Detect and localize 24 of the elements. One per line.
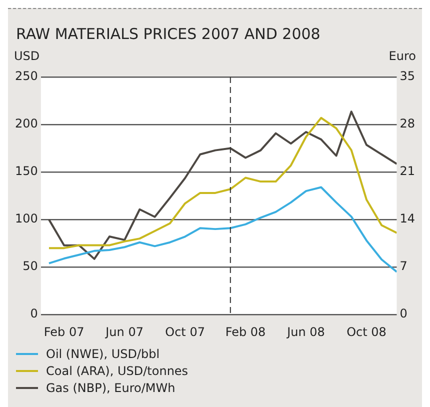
y-tick-label: 50: [22, 259, 38, 274]
y-tick-label: 200: [15, 116, 38, 131]
y-tick-label: 100: [15, 212, 38, 226]
x-tick-label: Oct 07: [165, 324, 205, 339]
legend-label: Gas (NBP), Euro/MWh: [46, 380, 176, 394]
y2-tick-label: 7: [400, 259, 408, 274]
y2-tick-label: 14: [400, 212, 416, 226]
legend-label: Oil (NWE), USD/bbl: [46, 346, 160, 360]
y2-axis-title: Euro: [388, 49, 416, 64]
y2-tick-label: 28: [400, 116, 416, 131]
y-axis-title: USD: [14, 49, 40, 64]
legend-label: Coal (ARA), USD/tonnes: [46, 364, 188, 378]
y2-tick-label: 0: [400, 306, 408, 321]
x-tick-label: Oct 08: [346, 324, 386, 339]
x-tick-label: Jun 08: [286, 324, 325, 339]
y-tick-label: 0: [30, 306, 38, 321]
x-tick-label: Jun 07: [104, 324, 144, 339]
y2-tick-label: 35: [400, 69, 416, 84]
x-tick-label: Feb 07: [44, 324, 84, 339]
chart-title: RAW MATERIALS PRICES 2007 AND 2008: [15, 24, 322, 43]
x-tick-label: Feb 08: [225, 324, 266, 339]
y-tick-label: 150: [15, 164, 38, 178]
y2-tick-label: 21: [400, 164, 416, 178]
y-tick-label: 250: [15, 69, 38, 84]
